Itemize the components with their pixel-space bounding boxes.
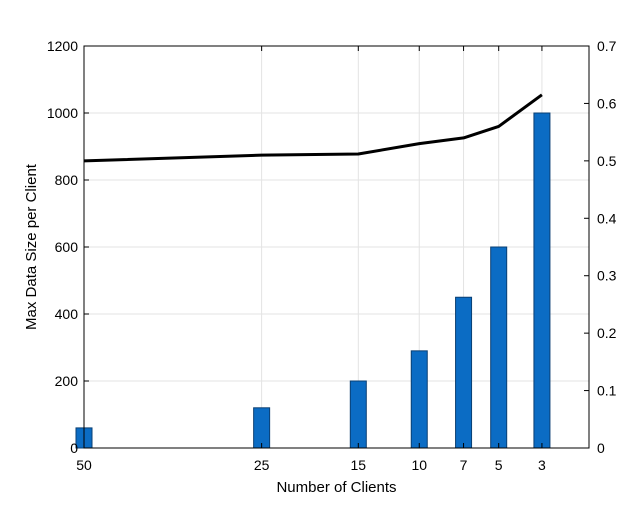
y2-tick-label: 0.7 — [597, 38, 617, 54]
x-tick-label: 7 — [460, 457, 468, 473]
x-tick-label: 5 — [495, 457, 503, 473]
bar — [410, 350, 428, 449]
y-tick-label: 1000 — [47, 105, 78, 121]
y2-tick-label: 0.4 — [597, 210, 617, 226]
y-axis-label: Max Data Size per Client — [23, 163, 40, 330]
y-tick-label: 200 — [55, 373, 79, 389]
tick-labels: 0 200 400 600 800 1000 1200 50 25 15 10 7 5 3 0 0.1 0.2 0… — [47, 38, 617, 473]
x-axis-label: Number of Clients — [276, 479, 396, 496]
y-tick-label: 600 — [55, 239, 79, 255]
y2-tick-label: 0 — [597, 440, 605, 456]
y2-tick-label: 0.1 — [597, 383, 617, 399]
x-tick-label: 15 — [351, 457, 367, 473]
line-path — [83, 93, 543, 163]
bar — [349, 380, 367, 449]
y-tick-label: 400 — [55, 306, 79, 322]
axes — [83, 45, 590, 449]
y-tick-label: 0 — [70, 440, 78, 456]
bar — [533, 112, 551, 449]
x-tick-label: 10 — [411, 457, 427, 473]
x-tick-label: 25 — [254, 457, 270, 473]
bar — [253, 407, 271, 449]
bar — [455, 296, 473, 449]
bar-series — [75, 112, 551, 449]
grid — [83, 45, 589, 449]
y2-tick-label: 0.5 — [597, 153, 617, 169]
x-tick-label: 50 — [76, 457, 92, 473]
line-series — [83, 93, 543, 163]
y-tick-label: 1200 — [47, 38, 78, 54]
plot-frame — [83, 45, 590, 449]
y2-tick-label: 0.6 — [597, 95, 617, 111]
y2-tick-label: 0.2 — [597, 325, 617, 341]
y2-tick-label: 0.3 — [597, 268, 617, 284]
x-tick-label: 3 — [538, 457, 546, 473]
bar — [490, 246, 508, 449]
y-tick-label: 800 — [55, 172, 79, 188]
